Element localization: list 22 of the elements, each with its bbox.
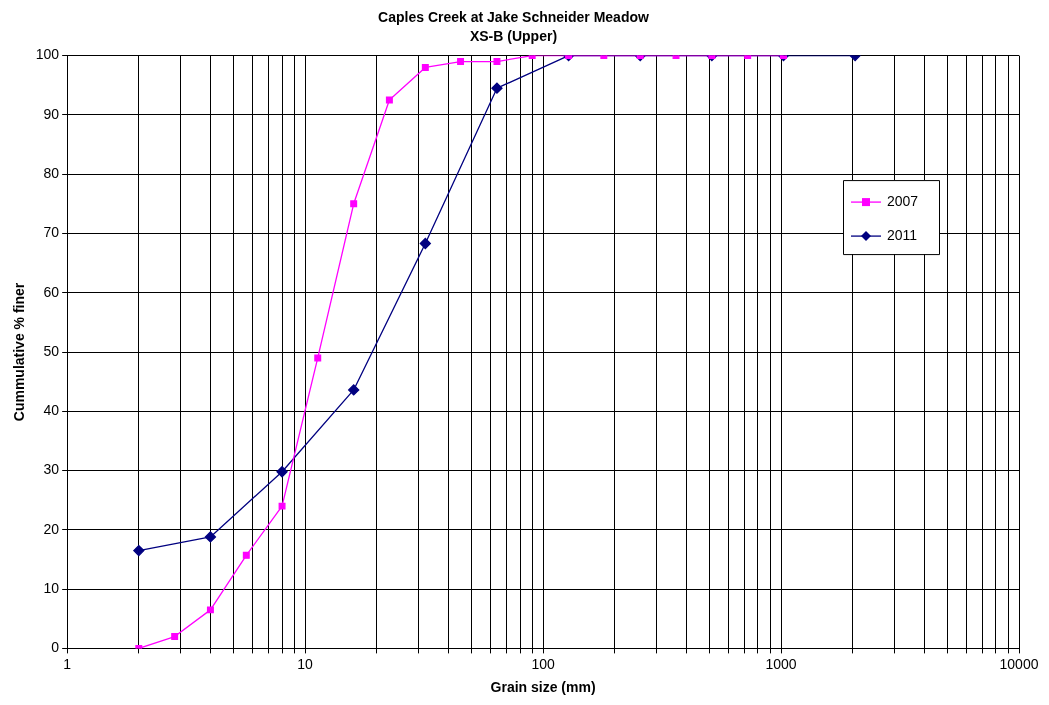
y-tick-label: 50 bbox=[43, 342, 60, 359]
chart-subtitle: XS-B (Upper) bbox=[469, 28, 558, 45]
chart-title: Caples Creek at Jake Schneider Meadow bbox=[378, 9, 649, 26]
x-tick-label: 10000 bbox=[999, 655, 1039, 672]
x-tick-label: 1000 bbox=[765, 655, 797, 672]
y-tick-label: 70 bbox=[43, 224, 60, 241]
y-tick-label: 0 bbox=[51, 639, 60, 656]
x-axis-title: Grain size (mm) bbox=[490, 679, 596, 696]
y-tick-label: 90 bbox=[43, 105, 60, 122]
y-tick-label: 10 bbox=[43, 579, 60, 596]
x-tick-label: 1 bbox=[63, 655, 72, 672]
y-tick-label: 30 bbox=[43, 461, 60, 478]
y-tick-label: 60 bbox=[43, 283, 60, 300]
y-tick-label: 100 bbox=[35, 46, 60, 63]
y-tick-label: 20 bbox=[43, 520, 60, 537]
x-tick-label: 10 bbox=[297, 655, 314, 672]
legend-label: 2007 bbox=[887, 192, 919, 209]
y-tick-label: 40 bbox=[43, 402, 60, 419]
y-axis-title: Cummulative % finer bbox=[11, 282, 28, 422]
x-tick-label: 100 bbox=[531, 655, 555, 672]
legend-label: 2011 bbox=[887, 226, 918, 243]
y-tick-label: 80 bbox=[43, 165, 60, 182]
